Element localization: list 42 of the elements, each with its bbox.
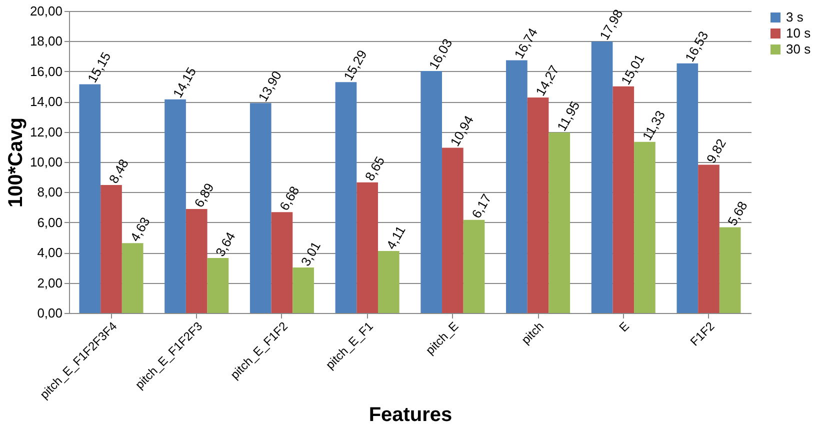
y-tick-label: 10,00 <box>30 154 62 170</box>
bar <box>634 142 656 313</box>
bar <box>122 243 144 313</box>
y-tick-label: 6,00 <box>37 214 62 230</box>
bar <box>79 84 101 313</box>
bar <box>250 103 272 313</box>
y-tick-label: 16,00 <box>30 64 62 79</box>
y-tick-label: 18,00 <box>30 34 62 49</box>
bar <box>676 63 698 313</box>
legend-label: 10 s <box>786 26 812 40</box>
bar <box>292 268 314 313</box>
bar <box>378 250 400 313</box>
x-tick-label: E <box>616 319 632 335</box>
bar <box>420 70 442 313</box>
legend-label: 30 s <box>786 42 812 56</box>
y-tick-label: 14,00 <box>30 94 62 110</box>
bar <box>271 212 293 313</box>
y-tick-label: 20,00 <box>30 4 62 18</box>
bar <box>591 42 613 313</box>
bar <box>442 148 464 313</box>
y-tick-label: 8,00 <box>37 184 62 200</box>
bar <box>719 227 741 313</box>
bar <box>698 164 720 313</box>
bar <box>207 258 229 313</box>
x-axis-title: Features <box>368 404 452 426</box>
bar <box>548 132 570 313</box>
data-label: 4,11 <box>383 223 408 252</box>
bar <box>164 99 186 313</box>
y-tick-label: 0,00 <box>37 306 62 320</box>
y-axis-title: 100*Cavg <box>4 117 27 208</box>
legend-label: 3 s <box>786 10 804 24</box>
bar <box>100 184 122 313</box>
bar <box>463 220 485 313</box>
bar <box>356 182 378 313</box>
y-tick-label: 12,00 <box>30 124 62 140</box>
bar <box>612 86 634 313</box>
bar <box>186 208 208 313</box>
y-tick-label: 2,00 <box>37 275 62 290</box>
y-tick-label: 4,00 <box>37 245 62 260</box>
bar <box>335 82 357 313</box>
bar <box>527 98 549 313</box>
bar <box>506 60 528 313</box>
